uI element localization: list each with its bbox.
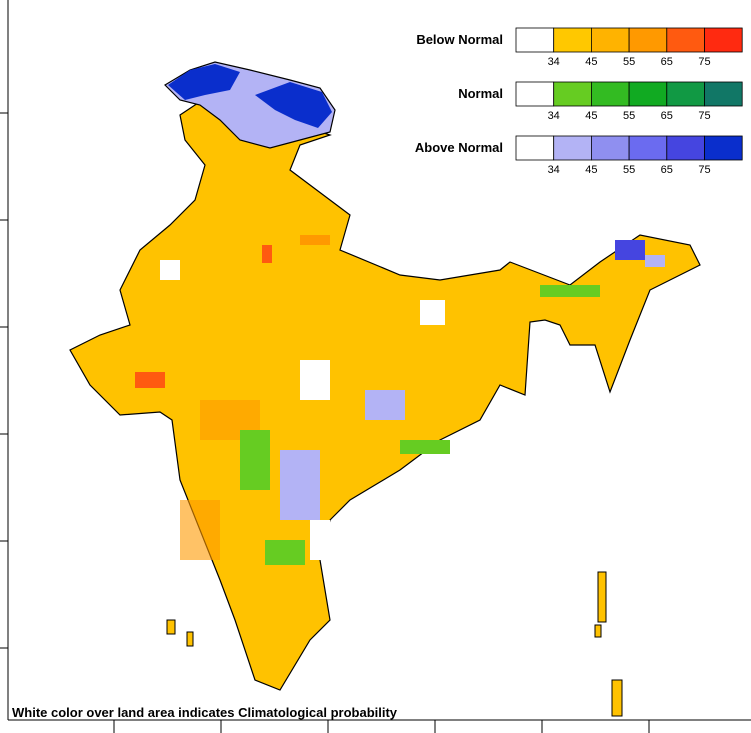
india-map: [69, 61, 701, 717]
legend-tick-label: 75: [698, 164, 710, 176]
legend-tick-label: 65: [661, 56, 673, 68]
legend-swatch: [628, 81, 668, 107]
legend-label: Above Normal: [415, 140, 503, 155]
patches: [135, 235, 665, 565]
legend-swatch: [628, 27, 668, 53]
legend-tick-label: 45: [585, 110, 597, 122]
legend-tick-label: 34: [548, 110, 560, 122]
legend: Below Normal 34 45 55 65 75 Normal 34 45 55 65 75 Ab…: [415, 27, 743, 176]
legend-tick-label: 65: [661, 110, 673, 122]
legend-swatch: [666, 81, 705, 107]
legend-tick-label: 34: [548, 56, 560, 68]
north-dark: [168, 64, 240, 100]
legend-label: Normal: [458, 86, 503, 101]
legend-label: Below Normal: [416, 32, 503, 47]
legend-swatch: [553, 81, 592, 107]
legend-tick-label: 75: [698, 56, 710, 68]
legend-tick-label: 75: [698, 110, 710, 122]
legend-tick-label: 45: [585, 56, 597, 68]
footnote: White color over land area indicates Cli…: [12, 705, 398, 720]
legend-swatch: [591, 81, 630, 107]
legend-swatch: [591, 27, 630, 53]
legend-swatch: [666, 27, 705, 53]
legend-swatch: [515, 27, 555, 53]
legend-tick-label: 65: [661, 164, 673, 176]
legend-tick-label: 45: [585, 164, 597, 176]
legend-swatch: [704, 81, 743, 107]
legend-swatch: [666, 135, 705, 161]
north-dark-2: [255, 82, 332, 128]
legend-tick-label: 55: [623, 164, 635, 176]
legend-swatch: [591, 135, 630, 161]
legend-swatch: [515, 81, 555, 107]
legend-tick-label: 55: [623, 110, 635, 122]
legend-swatch: [704, 135, 743, 161]
legend-swatch: [628, 135, 668, 161]
legend-swatch: [553, 27, 592, 53]
islands: [166, 571, 623, 717]
legend-tick-label: 55: [623, 56, 635, 68]
legend-swatch: [515, 135, 555, 161]
legend-tick-label: 34: [548, 164, 560, 176]
legend-swatch: [704, 27, 743, 53]
legend-swatch: [553, 135, 592, 161]
